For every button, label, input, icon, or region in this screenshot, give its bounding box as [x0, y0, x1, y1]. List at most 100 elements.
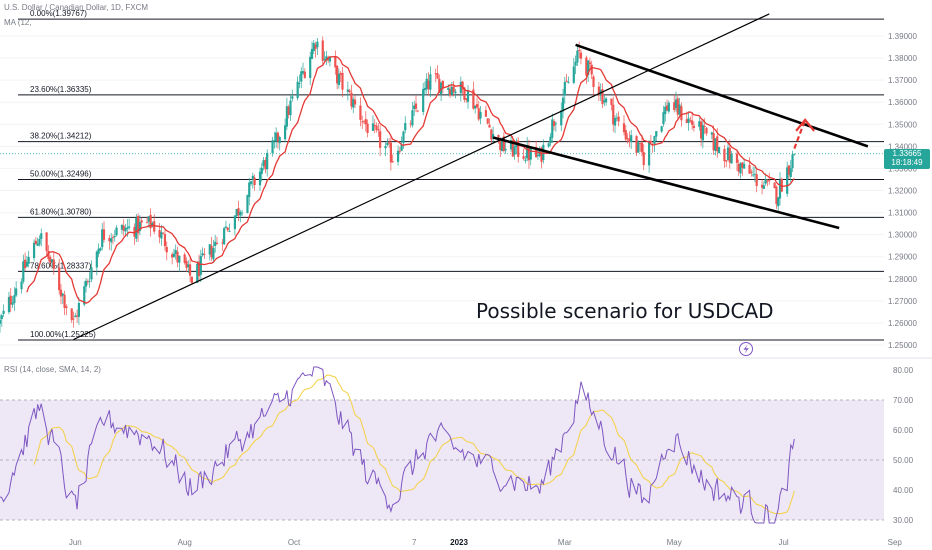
- candle: [346, 81, 349, 101]
- candle: [396, 145, 400, 166]
- candle: [221, 238, 224, 251]
- rsi-band: [0, 400, 884, 520]
- candle-body: [492, 133, 495, 139]
- candle-body: [309, 56, 312, 79]
- candle-body: [99, 248, 102, 251]
- candle: [20, 278, 23, 294]
- trendline[interactable]: [73, 13, 770, 341]
- candle: [434, 68, 437, 83]
- rsi-axis-label: 30.00: [893, 516, 914, 525]
- trendline[interactable]: [575, 43, 869, 148]
- candle: [323, 51, 326, 63]
- time-axis-label: 7: [412, 538, 417, 547]
- candle: [648, 139, 651, 173]
- candle-body: [276, 132, 280, 142]
- scenario-arrow[interactable]: [793, 118, 815, 149]
- candle: [135, 214, 138, 243]
- candle-body: [560, 110, 563, 126]
- candle: [108, 234, 111, 250]
- candle: [554, 121, 557, 132]
- candle: [350, 84, 353, 110]
- candle: [737, 159, 740, 176]
- candle: [723, 145, 726, 168]
- candle: [735, 150, 739, 172]
- candle-body: [27, 256, 30, 264]
- trendline[interactable]: [492, 136, 840, 230]
- arrow-shaft[interactable]: [793, 119, 807, 149]
- candle: [639, 142, 642, 152]
- candle-body: [551, 119, 554, 138]
- candle-body: [574, 61, 577, 66]
- candle: [576, 46, 579, 66]
- candle-body: [165, 247, 168, 253]
- candle-body: [77, 302, 80, 317]
- candle: [171, 252, 174, 265]
- candle: [273, 131, 276, 149]
- candle-body: [253, 177, 256, 186]
- trendlines[interactable]: [73, 13, 869, 341]
- candle: [700, 120, 703, 147]
- candle-body: [673, 102, 676, 110]
- candle: [0, 313, 3, 327]
- candle-body: [529, 148, 532, 160]
- price-axis-label: 1.29000: [888, 253, 917, 262]
- candle: [712, 125, 715, 155]
- fib-level-label: 50.00%(1.32496): [30, 170, 92, 179]
- candle: [459, 76, 462, 102]
- candle-body: [716, 136, 719, 152]
- candle: [768, 172, 771, 185]
- candle-body: [689, 120, 692, 122]
- candle: [321, 36, 324, 65]
- candle-body: [328, 57, 332, 62]
- rsi-lines: [0, 366, 795, 524]
- candle: [312, 39, 315, 55]
- candle: [22, 254, 25, 284]
- candle-body: [353, 99, 357, 105]
- candle: [327, 55, 330, 64]
- candle-body: [47, 250, 50, 259]
- candle: [373, 119, 376, 134]
- candle: [717, 146, 721, 154]
- candle: [240, 209, 244, 217]
- candle-body: [427, 80, 430, 90]
- candle-body: [88, 280, 91, 282]
- candle-body: [199, 256, 202, 275]
- scenario-annotation[interactable]: Possible scenario for USDCAD: [476, 299, 774, 323]
- candle: [284, 118, 287, 142]
- candle-body: [667, 102, 670, 112]
- candle: [730, 151, 733, 164]
- candle-body: [592, 76, 595, 88]
- candle: [361, 115, 364, 130]
- candle: [88, 272, 91, 288]
- candle-body: [312, 43, 315, 52]
- candle-body: [350, 92, 353, 107]
- candle: [574, 55, 577, 75]
- candle-body: [359, 105, 362, 120]
- candle: [271, 136, 274, 157]
- candle-body: [203, 253, 206, 255]
- candle: [45, 232, 48, 256]
- candle-body: [300, 71, 303, 82]
- fib-levels[interactable]: 0.00%(1.39767) 23.60%(1.36335) 38.20%(1.34…: [0, 9, 884, 341]
- candle: [371, 115, 375, 132]
- lightning-icon[interactable]: [739, 342, 753, 356]
- candle: [689, 116, 692, 123]
- candle: [264, 157, 267, 174]
- arrow-head[interactable]: [795, 118, 815, 132]
- candle-body: [687, 118, 690, 124]
- candle: [479, 105, 482, 125]
- candle: [7, 291, 11, 315]
- candle-body: [251, 175, 254, 181]
- candle-body: [377, 129, 380, 131]
- candle: [74, 312, 77, 318]
- candle-body: [552, 121, 556, 126]
- candle: [72, 311, 75, 328]
- candle-body: [637, 142, 640, 153]
- candle-body: [74, 315, 77, 318]
- candle: [404, 116, 407, 134]
- candle-body: [61, 293, 64, 296]
- candle-body: [398, 150, 401, 152]
- candle-body: [214, 241, 217, 246]
- rsi-ma-line: [33, 374, 795, 515]
